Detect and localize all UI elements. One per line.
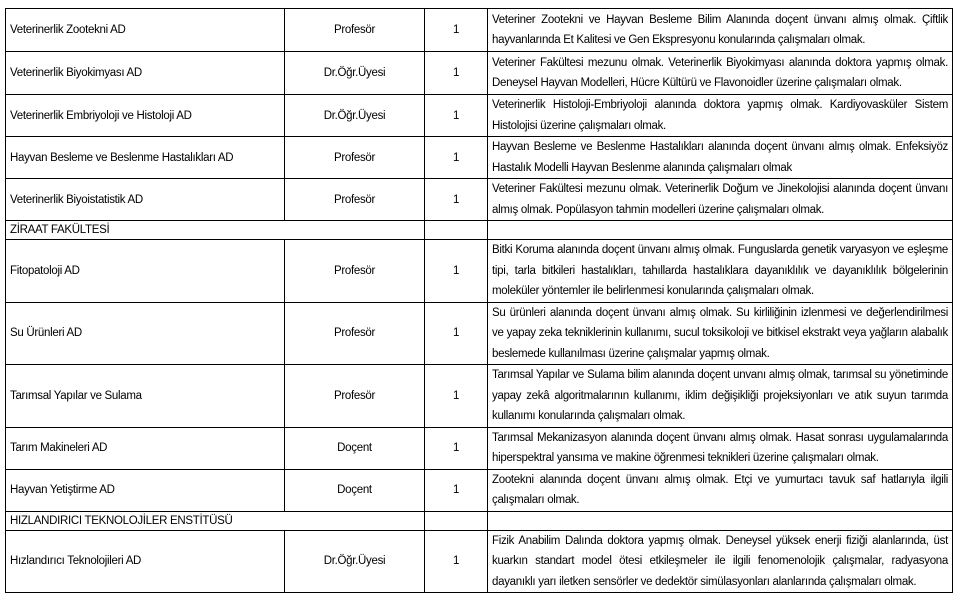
section-row: ZİRAAT FAKÜLTESİ	[5, 220, 953, 240]
department-cell: Veterinerlik Zootekni AD	[5, 8, 285, 52]
title-cell: Profesör	[284, 178, 425, 221]
table-row: Su Ürünleri AD Profesör 1 Su ürünleri alanı…	[5, 301, 953, 365]
requirements-cell: Bitki Koruma alanında doçent ünvanı almı…	[487, 239, 953, 303]
requirements-cell: Tarımsal Mekanizasyon alanında doçent ün…	[487, 426, 953, 470]
department-cell: Veterinerlik Biyokimyası AD	[5, 51, 285, 95]
department-cell: Tarımsal Yapılar ve Sulama	[5, 364, 285, 428]
count-cell: 1	[424, 136, 488, 179]
department-cell: Su Ürünleri AD	[5, 301, 285, 365]
title-cell: Dr.Öğr.Üyesi	[284, 94, 425, 137]
count-cell: 1	[424, 8, 488, 52]
title-cell: Profesör	[284, 239, 425, 303]
department-cell: Fitopatoloji AD	[5, 239, 285, 303]
table-row: Hayvan Yetiştirme AD Doçent 1 Zootekni alan…	[5, 468, 953, 512]
department-cell: Veterinerlik Embriyoloji ve Histoloji AD	[5, 94, 285, 137]
requirements-cell: Zootekni alanında doçent ünvanı almış ol…	[487, 468, 953, 512]
requirements-cell: Veteriner Zootekni ve Hayvan Besleme Bil…	[487, 8, 953, 52]
requirements-cell: Hayvan Besleme ve Beslenme Hastalıkları …	[487, 136, 953, 179]
count-cell: 1	[424, 468, 488, 512]
empty-cell	[487, 220, 953, 240]
positions-table: Veterinerlik Zootekni AD Profesör 1 Veterin…	[5, 8, 953, 593]
title-cell: Profesör	[284, 364, 425, 428]
title-cell: Doçent	[284, 426, 425, 470]
department-cell: Hayvan Besleme ve Beslenme Hastalıkları …	[5, 136, 285, 179]
count-cell: 1	[424, 94, 488, 137]
table-row: Veterinerlik Biyokimyası AD Dr.Öğr.Üyesi 1…	[5, 51, 953, 95]
department-cell: Tarım Makineleri AD	[5, 426, 285, 470]
empty-cell	[487, 510, 953, 531]
count-cell: 1	[424, 529, 488, 593]
title-cell: Doçent	[284, 468, 425, 512]
title-cell: Dr.Öğr.Üyesi	[284, 51, 425, 95]
requirements-cell: Tarımsal Yapılar ve Sulama bilim alanınd…	[487, 364, 953, 428]
title-cell: Profesör	[284, 301, 425, 365]
department-cell: Hayvan Yetiştirme AD	[5, 468, 285, 512]
count-cell: 1	[424, 239, 488, 303]
table-row: Hızlandırıcı Teknolojileri AD Dr.Öğr.Üyes…	[5, 529, 953, 593]
table-row: Fitopatoloji AD Profesör 1 Bitki Koruma ala…	[5, 239, 953, 303]
title-cell: Dr.Öğr.Üyesi	[284, 529, 425, 593]
requirements-cell: Veterinerlik Histoloji-Embriyoloji alanı…	[487, 94, 953, 137]
requirements-cell: Veteriner Fakültesi mezunu olmak. Veteri…	[487, 178, 953, 221]
table-row: Tarımsal Yapılar ve Sulama Profesör 1 Tarım…	[5, 364, 953, 428]
table-row: Veterinerlik Zootekni AD Profesör 1 Veterin…	[5, 8, 953, 52]
requirements-cell: Fizik Anabilim Dalında doktora yapmış ol…	[487, 529, 953, 593]
requirements-cell: Su ürünleri alanında doçent ünvanı almış…	[487, 301, 953, 365]
count-cell: 1	[424, 364, 488, 428]
count-cell: 1	[424, 301, 488, 365]
department-cell: Veterinerlik Biyoistatistik AD	[5, 178, 285, 221]
empty-cell	[424, 510, 488, 531]
title-cell: Profesör	[284, 136, 425, 179]
section-title: HIZLANDIRICI TEKNOLOJİLER ENSTİTÜSÜ	[5, 510, 425, 531]
count-cell: 1	[424, 51, 488, 95]
table-row: Veterinerlik Biyoistatistik AD Profesör 1 V…	[5, 178, 953, 221]
table-row: Tarım Makineleri AD Doçent 1 Tarımsal Mekan…	[5, 426, 953, 470]
section-row: HIZLANDIRICI TEKNOLOJİLER ENSTİTÜSÜ	[5, 510, 953, 531]
count-cell: 1	[424, 178, 488, 221]
table-row: Veterinerlik Embriyoloji ve Histoloji AD…	[5, 94, 953, 137]
title-cell: Profesör	[284, 8, 425, 52]
section-title: ZİRAAT FAKÜLTESİ	[5, 220, 425, 240]
empty-cell	[424, 220, 488, 240]
department-cell: Hızlandırıcı Teknolojileri AD	[5, 529, 285, 593]
table-row: Hayvan Besleme ve Beslenme Hastalıkları …	[5, 136, 953, 179]
requirements-cell: Veteriner Fakültesi mezunu olmak. Veteri…	[487, 51, 953, 95]
count-cell: 1	[424, 426, 488, 470]
